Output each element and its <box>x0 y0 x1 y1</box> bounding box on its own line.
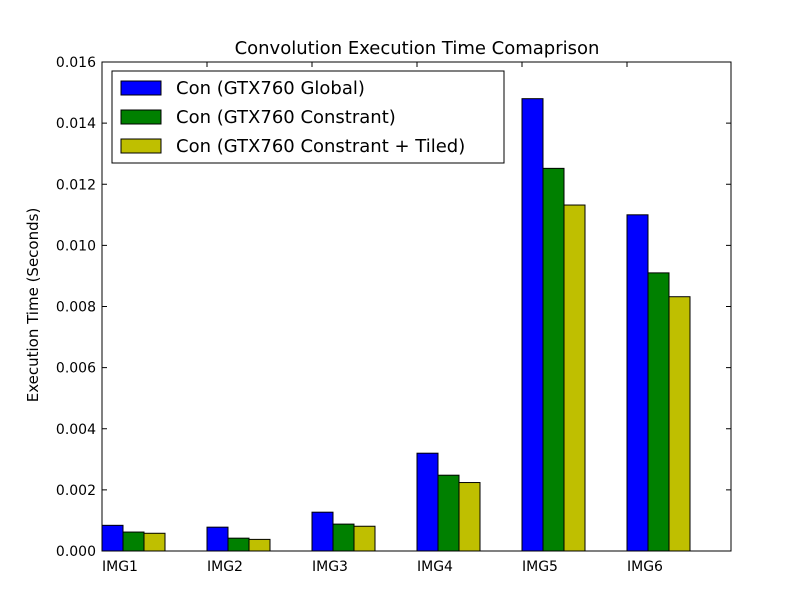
y-tick-label: 0.016 <box>56 55 96 71</box>
chart-title: Convolution Execution Time Comaprison <box>235 38 600 59</box>
bar-img3-series-1 <box>311 511 334 552</box>
bar-img4-series-3 <box>458 482 481 552</box>
axis-ticks: 0.000 0.002 0.004 0.006 0.008 0.010 0.012 0.014… <box>56 55 731 575</box>
y-tick-label: 0.002 <box>56 483 96 499</box>
x-tick-label-img5: IMG5 <box>522 559 558 575</box>
y-tick-label: 0.000 <box>56 544 96 560</box>
y-tick-label: 0.014 <box>56 116 96 132</box>
legend-box <box>111 70 505 164</box>
bar-img6-series-3 <box>668 296 691 552</box>
legend-swatch-series-3 <box>120 138 162 154</box>
x-tick-label-img1: IMG1 <box>102 559 138 575</box>
y-tick-label: 0.004 <box>56 422 96 438</box>
y-tick-label: 0.010 <box>56 238 96 254</box>
bar-img1-series-2 <box>122 531 145 552</box>
bar-img2-series-2 <box>227 537 250 552</box>
plot-frame <box>101 61 732 552</box>
y-axis-label: Execution Time (Seconds) <box>24 208 42 403</box>
bar-img2-series-1 <box>206 526 229 552</box>
y-tick-label: 0.012 <box>56 177 96 193</box>
legend: Con (GTX760 Global) Con (GTX760 Constrant… <box>111 70 505 164</box>
legend-label-series-3: Con (GTX760 Constrant + Tiled) <box>176 136 465 157</box>
y-tick-label: 0.008 <box>56 300 96 316</box>
bar-img3-series-3 <box>353 525 376 552</box>
bar-img1-series-1 <box>101 524 124 552</box>
bar-img5-series-1 <box>521 98 544 552</box>
x-tick-label-img2: IMG2 <box>207 559 243 575</box>
bar-img1-series-3 <box>143 532 166 552</box>
x-tick-label-img6: IMG6 <box>627 559 663 575</box>
bar-img4-series-1 <box>416 452 439 552</box>
legend-swatch-series-1 <box>120 80 162 96</box>
legend-label-series-1: Con (GTX760 Global) <box>176 78 365 99</box>
bar-img3-series-2 <box>332 523 355 552</box>
legend-label-series-2: Con (GTX760 Constrant) <box>176 107 396 128</box>
bar-img5-series-3 <box>563 204 586 552</box>
x-tick-label-img3: IMG3 <box>312 559 348 575</box>
y-tick-label: 0.006 <box>56 361 96 377</box>
bar-img6-series-2 <box>647 272 670 552</box>
bar-img2-series-3 <box>248 538 271 552</box>
bar-img6-series-1 <box>626 214 649 552</box>
legend-swatch-series-2 <box>120 109 162 125</box>
x-tick-label-img4: IMG4 <box>417 559 453 575</box>
bar-img4-series-2 <box>437 474 460 552</box>
bar-img5-series-2 <box>542 167 565 552</box>
